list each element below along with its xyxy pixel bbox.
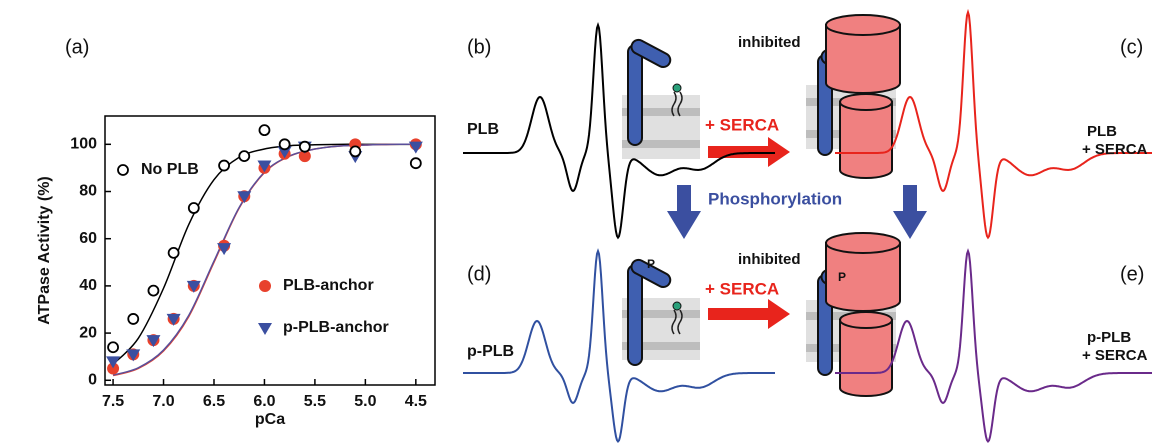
marker xyxy=(146,335,161,348)
legend-marker xyxy=(259,280,271,292)
label: + SERCA xyxy=(1082,347,1148,364)
x-axis-label: pCa xyxy=(255,411,285,428)
label: p-PLB xyxy=(467,343,514,360)
plot-frame xyxy=(104,115,436,386)
marker xyxy=(298,140,311,153)
panel-label: (c) xyxy=(1120,36,1143,58)
spectrum xyxy=(835,8,1152,240)
y-tick-label: 20 xyxy=(79,324,97,341)
y-tick-label: 100 xyxy=(70,136,97,153)
legend-marker xyxy=(117,164,129,176)
panel-label: (a) xyxy=(65,36,89,58)
label: P xyxy=(647,257,655,271)
spectrum xyxy=(835,248,1152,444)
marker xyxy=(408,141,423,154)
y-tick-label: 0 xyxy=(88,371,97,388)
x-tick-label: 7.5 xyxy=(102,393,124,410)
diagram: (b) (c) (d) (e) (a) PLB PLB + SERCA p-PL… xyxy=(65,8,1152,444)
legend-label: PLB-anchor xyxy=(283,277,374,294)
marker xyxy=(218,159,230,172)
legend-label: No PLB xyxy=(141,161,199,178)
label: PLB xyxy=(467,121,499,138)
marker xyxy=(257,160,272,173)
marker xyxy=(167,246,180,259)
spectra xyxy=(463,8,1152,444)
legend-label: p-PLB-anchor xyxy=(283,319,389,336)
marker xyxy=(349,145,362,158)
spectrum xyxy=(463,21,775,240)
red-arrow xyxy=(708,137,790,329)
marker xyxy=(217,243,232,256)
marker xyxy=(186,280,201,293)
x-tick-label: 6.5 xyxy=(203,393,225,410)
membrane-band xyxy=(622,140,700,148)
marker xyxy=(278,138,291,151)
marker xyxy=(409,157,422,170)
marker xyxy=(147,284,160,297)
panel-label: (d) xyxy=(467,263,491,285)
chart-a: 7.5 7.0 6.5 6.0 5.5 5.0 4.5 0 20 40 60 80 100 pCa ATPa… xyxy=(36,115,436,428)
y-tick-label: 40 xyxy=(79,277,97,294)
x-tick-label: 4.5 xyxy=(405,393,427,410)
legend-marker xyxy=(258,323,272,335)
label: + SERCA xyxy=(705,279,779,298)
spectrum xyxy=(463,248,775,444)
marker xyxy=(237,191,252,204)
label: p-PLB xyxy=(1087,329,1131,346)
x-tick-label: 6.0 xyxy=(253,393,275,410)
marker xyxy=(277,146,292,159)
marker xyxy=(126,349,141,362)
label: inhibited xyxy=(738,34,801,51)
y-tick-label: 60 xyxy=(79,230,97,247)
membrane-band xyxy=(622,310,700,318)
label: Phosphorylation xyxy=(708,189,842,208)
label: PLB xyxy=(1087,123,1117,140)
label: P xyxy=(838,270,846,284)
marker xyxy=(187,202,200,214)
label: inhibited xyxy=(738,251,801,268)
label: + SERCA xyxy=(1082,141,1148,158)
blue-arrow xyxy=(667,185,927,239)
marker xyxy=(166,313,181,326)
x-tick-label: 7.0 xyxy=(152,393,174,410)
membrane-band xyxy=(622,342,700,350)
marker xyxy=(106,356,121,369)
membrane-band xyxy=(622,108,700,116)
marker xyxy=(107,341,119,354)
marker xyxy=(127,313,140,325)
marker xyxy=(298,150,311,163)
y-axis-label: ATPase Activity (%) xyxy=(36,176,53,324)
x-tick-label: 5.5 xyxy=(304,393,326,410)
marker xyxy=(107,362,120,375)
label: + SERCA xyxy=(705,115,779,134)
serca xyxy=(825,14,901,397)
marker xyxy=(258,124,271,137)
panel-label: (e) xyxy=(1120,263,1144,285)
y-tick-label: 80 xyxy=(79,183,97,200)
x-tick-label: 5.0 xyxy=(354,393,376,410)
panel-label: (b) xyxy=(467,36,491,58)
marker xyxy=(238,150,251,163)
